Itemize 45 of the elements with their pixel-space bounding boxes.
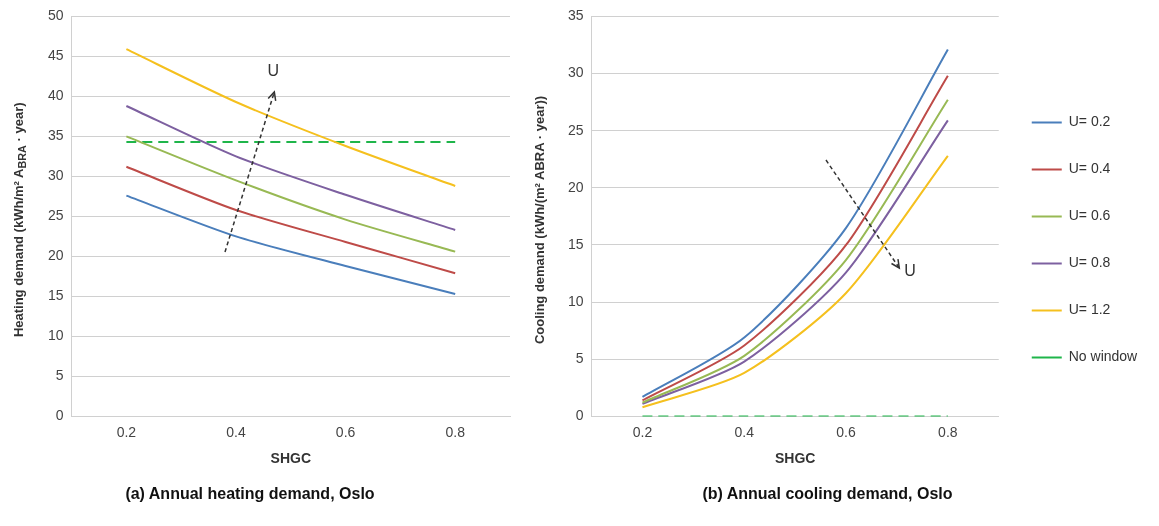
- legend-label: U= 0.8: [1068, 254, 1111, 271]
- y-tick-label: 20: [567, 178, 584, 195]
- legend-label: No window: [1068, 348, 1139, 365]
- x-tick-label: 0.4: [226, 423, 246, 440]
- x-axis-title: SHGC: [774, 450, 816, 467]
- line-series: [125, 194, 457, 295]
- y-tick-label: 5: [575, 350, 584, 367]
- line-series: [125, 165, 457, 275]
- x-tick-label: 0.4: [734, 423, 755, 440]
- y-tick-label: 25: [567, 121, 584, 138]
- y-axis-title: Cooling demand (kWh/(m² ABRA · year)): [532, 95, 548, 345]
- y-tick-label: 35: [47, 127, 64, 144]
- y-tick-label: 0: [575, 407, 584, 424]
- legend-label: U= 1.2: [1068, 301, 1111, 318]
- y-tick-label: 30: [567, 64, 584, 81]
- y-tick-label: 0: [55, 407, 64, 424]
- y-tick-label: 35: [567, 7, 584, 24]
- line-series: [125, 48, 457, 187]
- y-tick-label: 15: [47, 287, 64, 304]
- legend-label: U= 0.6: [1068, 207, 1111, 224]
- y-tick-label: 45: [47, 47, 64, 64]
- line-series: [125, 105, 457, 231]
- y-tick-label: 5: [55, 367, 64, 384]
- x-axis-title: SHGC: [270, 450, 312, 467]
- legend-label: U= 0.2: [1068, 113, 1111, 130]
- y-tick-label: 15: [567, 235, 584, 252]
- y-tick-label: 10: [567, 292, 584, 309]
- x-tick-label: 0.6: [335, 423, 356, 440]
- y-tick-label: 25: [47, 207, 64, 224]
- legend-label: U= 0.4: [1068, 160, 1111, 177]
- y-tick-label: 20: [47, 247, 64, 264]
- y-tick-label: 10: [47, 327, 64, 344]
- x-tick-label: 0.8: [938, 423, 958, 440]
- x-tick-label: 0.8: [445, 423, 466, 440]
- y-tick-label: 30: [47, 167, 64, 184]
- annotation: U: [267, 62, 279, 81]
- x-tick-label: 0.2: [632, 423, 653, 440]
- y-tick-label: 40: [47, 87, 64, 104]
- y-tick-label: 50: [47, 7, 64, 24]
- text: (a) Annual heating demand, Oslo: [124, 485, 376, 503]
- line-series: [125, 135, 457, 253]
- text: (b) Annual cooling demand, Oslo: [701, 485, 954, 503]
- x-tick-label: 0.2: [116, 423, 137, 440]
- x-tick-label: 0.6: [836, 423, 856, 440]
- annotation: U: [904, 262, 916, 281]
